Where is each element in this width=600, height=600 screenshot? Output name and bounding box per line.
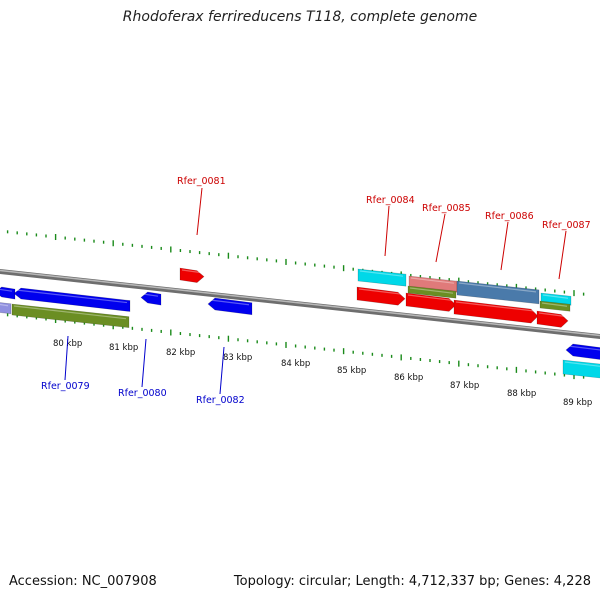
rfer-0086-gene-feature[interactable]: [453, 299, 539, 324]
tick-ring-top: [6, 230, 585, 297]
rfer-0086-feature[interactable]: [456, 280, 540, 305]
scale-label: 89 kbp: [563, 398, 592, 408]
feature-track: [0, 267, 600, 379]
scale-label: 81 kbp: [109, 343, 138, 353]
rfer-0087-feature-highlight: [542, 294, 569, 299]
gene-label-rfer-0087[interactable]: Rfer_0087: [542, 220, 591, 231]
rfer-0079-cds-feature-highlight: [13, 305, 127, 320]
rfer-0084-feature[interactable]: [357, 268, 407, 287]
rfer-0085-gene-feature[interactable]: [405, 292, 457, 312]
backbone: [0, 269, 600, 339]
scale-label: 85 kbp: [337, 366, 366, 376]
scale-label: 86 kbp: [394, 373, 423, 383]
gene-label-leader: [141, 338, 147, 388]
cyan-feature-right-highlight: [564, 361, 600, 367]
rfer-0086-feature-highlight: [458, 282, 537, 293]
gene-label-leader: [219, 346, 225, 395]
rfer-0080-feature-highlight: [142, 293, 159, 297]
tick-ring-bottom: [6, 313, 585, 380]
gene-label-rfer-0084[interactable]: Rfer_0084: [366, 195, 415, 206]
gene-label-rfer-0085[interactable]: Rfer_0085: [422, 203, 471, 214]
scale-label: 87 kbp: [450, 381, 479, 391]
cyan-feature-right[interactable]: [562, 359, 600, 379]
map-title: Rhodoferax ferrireducens T118, complete …: [122, 9, 478, 25]
scale-label: 88 kbp: [507, 389, 536, 399]
gene-label-rfer-0082[interactable]: Rfer_0082: [196, 395, 245, 406]
blue-feature-right[interactable]: [565, 343, 600, 360]
gene-label-rfer-0080[interactable]: Rfer_0080: [118, 388, 167, 399]
gene-label-rfer-0081[interactable]: Rfer_0081: [177, 176, 226, 187]
blue-feature-right-highlight: [567, 345, 600, 351]
rfer-0079-feature[interactable]: [13, 287, 131, 312]
gene-label-leader: [384, 205, 390, 257]
gene-label-leader: [196, 187, 203, 236]
rfer-0085-gene-feature-highlight: [407, 294, 454, 302]
rfer-0079-cds-feature[interactable]: [11, 303, 130, 328]
rfer-0087-cds-feature[interactable]: [539, 300, 571, 312]
rfer-0084-gene-feature-highlight: [358, 288, 403, 295]
rfer-0084-gene-feature[interactable]: [356, 286, 406, 306]
rfer-0079-feature-highlight: [15, 289, 128, 304]
scale-label: 83 kbp: [223, 353, 252, 363]
gene-label-leader: [435, 213, 446, 263]
rfer-0082-feature-highlight: [209, 299, 250, 306]
gene-label-leader: [500, 221, 509, 271]
rfer-0086-gene-feature-highlight: [455, 301, 536, 312]
gene-label-rfer-0086[interactable]: Rfer_0086: [485, 211, 534, 222]
rfer-0081-feature-highlight: [181, 269, 202, 274]
rfer-0085-cds-feature[interactable]: [407, 285, 457, 299]
genome-summary-text: Topology: circular; Length: 4,712,337 bp…: [233, 574, 591, 589]
scale-label: 82 kbp: [166, 348, 195, 358]
rfer-0085-cds-feature-highlight: [409, 287, 454, 294]
rfer-0080-feature[interactable]: [140, 291, 162, 306]
rfer-0087-gene-feature[interactable]: [536, 310, 569, 328]
gene-label-leader: [558, 230, 567, 280]
gene-labels: Rfer_0081 Rfer_0084 Rfer_0085 Rfer_0086 Rfer…: [41, 176, 591, 406]
scale-label: 84 kbp: [281, 359, 310, 369]
rfer-0087-cds-feature-highlight: [541, 302, 568, 307]
accession-text: Accession: NC_007908: [9, 574, 157, 589]
blue-feature-left[interactable]: [0, 286, 16, 300]
gene-label-leader: [64, 335, 69, 381]
rfer-0084-feature-highlight: [359, 270, 404, 277]
lavender-feature[interactable]: [0, 302, 12, 315]
rfer-0081-feature[interactable]: [179, 267, 205, 283]
lavender-feature-highlight: [0, 303, 9, 307]
gene-label-rfer-0079[interactable]: Rfer_0079: [41, 381, 90, 392]
blue-feature-left-highlight: [0, 288, 13, 292]
rfer-0087-gene-feature-highlight: [538, 312, 566, 317]
rfer-0082-feature[interactable]: [207, 297, 253, 316]
rfer-0085-feature-highlight: [410, 277, 455, 284]
